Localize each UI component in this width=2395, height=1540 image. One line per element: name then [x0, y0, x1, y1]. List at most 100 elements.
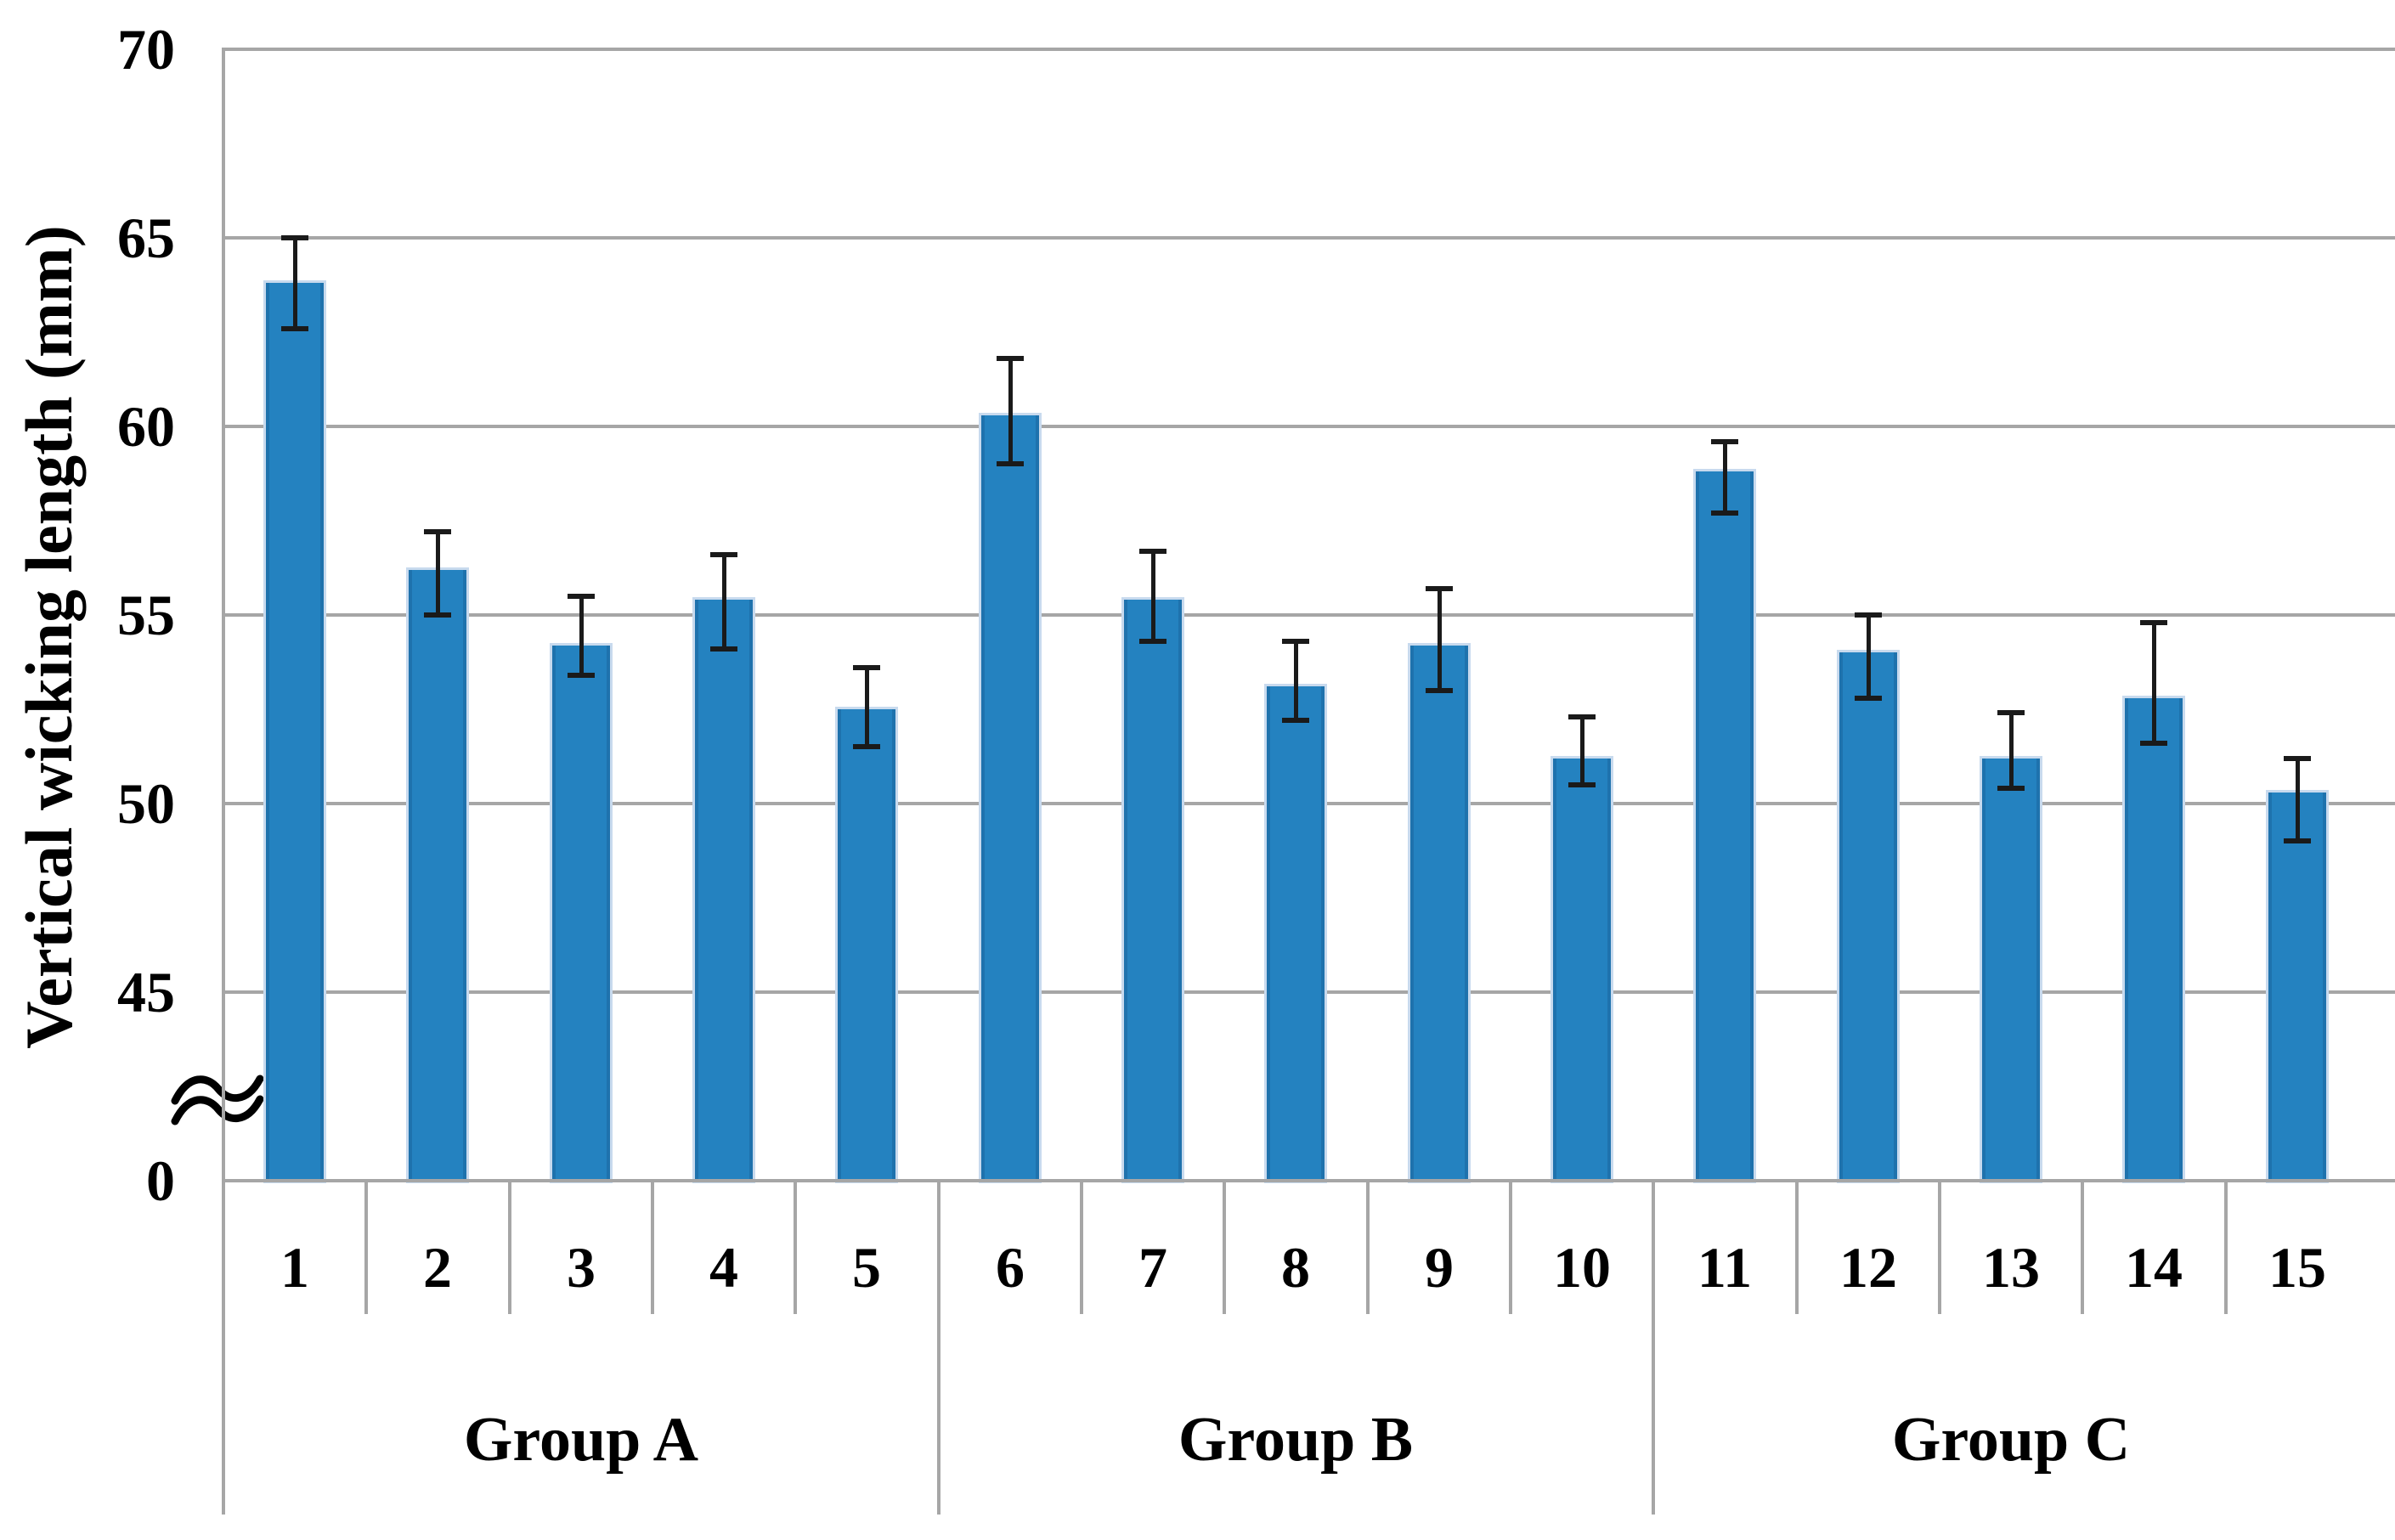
error-cap-top-8 [1282, 639, 1309, 644]
x-tick-label-8: 8 [1281, 1235, 1310, 1300]
bar-sample-7 [1124, 600, 1182, 1181]
bar-sample-6 [981, 415, 1039, 1181]
error-cap-bottom-15 [2284, 838, 2311, 843]
error-whisker-12 [1867, 615, 1871, 698]
error-cap-top-11 [1711, 439, 1738, 444]
category-separator-2 [508, 1181, 511, 1314]
x-tick-label-11: 11 [1697, 1235, 1753, 1300]
error-cap-bottom-3 [568, 673, 595, 678]
error-cap-top-1 [281, 235, 308, 240]
bar-sample-9 [1410, 646, 1468, 1181]
y-tick-label-60: 60 [117, 394, 175, 459]
bar-sample-10 [1553, 759, 1611, 1181]
error-cap-top-4 [710, 552, 737, 557]
group-separator-10 [1652, 1181, 1655, 1515]
error-whisker-3 [579, 596, 584, 675]
error-whisker-5 [865, 668, 869, 747]
error-cap-bottom-10 [1568, 782, 1596, 787]
y-axis-line [222, 48, 225, 1515]
x-tick-label-4: 4 [709, 1235, 738, 1300]
x-tick-label-15: 15 [2268, 1235, 2326, 1300]
error-whisker-4 [722, 555, 726, 649]
error-cap-top-9 [1426, 586, 1453, 591]
group-label-b: Group B [1178, 1405, 1414, 1475]
error-cap-bottom-7 [1139, 639, 1166, 644]
x-tick-label-5: 5 [852, 1235, 881, 1300]
bar-sample-5 [838, 709, 895, 1181]
error-whisker-10 [1580, 717, 1584, 785]
x-tick-label-7: 7 [1138, 1235, 1167, 1300]
category-separator-11 [1795, 1181, 1799, 1314]
error-cap-bottom-8 [1282, 718, 1309, 723]
error-whisker-6 [1008, 358, 1013, 464]
error-cap-top-2 [424, 529, 451, 534]
error-whisker-7 [1151, 551, 1155, 641]
x-tick-label-10: 10 [1553, 1235, 1611, 1300]
error-cap-bottom-13 [1997, 786, 2025, 791]
error-cap-top-5 [853, 665, 880, 670]
category-separator-13 [2081, 1181, 2084, 1314]
category-separator-9 [1509, 1181, 1512, 1314]
y-tick-label-50: 50 [117, 771, 175, 836]
error-whisker-9 [1438, 589, 1442, 691]
category-separator-14 [2224, 1181, 2228, 1314]
error-cap-bottom-2 [424, 612, 451, 618]
x-tick-label-14: 14 [2125, 1235, 2183, 1300]
x-axis-baseline [223, 1179, 2395, 1182]
error-cap-bottom-5 [853, 744, 880, 749]
category-separator-8 [1366, 1181, 1370, 1314]
error-cap-top-14 [2140, 620, 2167, 625]
error-cap-top-7 [1139, 549, 1166, 554]
y-tick-label-70: 70 [117, 17, 175, 82]
gridline-y-55 [223, 613, 2395, 617]
x-tick-label-3: 3 [567, 1235, 596, 1300]
error-whisker-11 [1723, 442, 1727, 513]
error-cap-bottom-14 [2140, 741, 2167, 746]
category-separator-3 [651, 1181, 654, 1314]
gridline-y-65 [223, 236, 2395, 240]
error-whisker-15 [2296, 759, 2300, 841]
error-whisker-2 [436, 532, 440, 615]
category-separator-12 [1938, 1181, 1941, 1314]
x-tick-label-1: 1 [280, 1235, 309, 1300]
bar-sample-15 [2268, 793, 2326, 1181]
error-cap-bottom-4 [710, 646, 737, 652]
x-tick-label-13: 13 [1982, 1235, 2040, 1300]
y-tick-label-0: 0 [146, 1148, 175, 1213]
bar-sample-4 [695, 600, 753, 1181]
error-cap-bottom-9 [1426, 688, 1453, 693]
bar-sample-14 [2125, 698, 2183, 1181]
bar-sample-8 [1267, 686, 1325, 1181]
category-separator-7 [1223, 1181, 1226, 1314]
category-separator-6 [1080, 1181, 1083, 1314]
y-tick-label-45: 45 [117, 960, 175, 1024]
y-tick-label-55: 55 [117, 583, 175, 647]
group-separator-5 [937, 1181, 940, 1515]
error-cap-bottom-1 [281, 326, 308, 331]
x-tick-label-12: 12 [1839, 1235, 1897, 1300]
gridline-y-60 [223, 425, 2395, 428]
group-label-c: Group C [1891, 1405, 2131, 1475]
error-cap-top-3 [568, 594, 595, 599]
bar-sample-2 [409, 570, 466, 1181]
category-separator-4 [794, 1181, 797, 1314]
gridline-y-70 [223, 48, 2395, 51]
bar-sample-1 [266, 283, 324, 1181]
bar-sample-3 [552, 646, 610, 1181]
error-cap-top-6 [997, 356, 1024, 361]
error-cap-top-15 [2284, 756, 2311, 761]
bar-sample-11 [1696, 471, 1754, 1181]
error-whisker-1 [293, 238, 297, 329]
x-tick-label-6: 6 [996, 1235, 1025, 1300]
bar-sample-12 [1839, 652, 1897, 1181]
group-label-a: Group A [463, 1405, 699, 1475]
error-cap-bottom-6 [997, 461, 1024, 466]
error-cap-top-12 [1855, 612, 1882, 618]
error-cap-bottom-11 [1711, 511, 1738, 516]
error-cap-top-10 [1568, 714, 1596, 719]
category-separator-1 [364, 1181, 368, 1314]
x-tick-label-9: 9 [1425, 1235, 1454, 1300]
axis-break-icon [171, 1075, 264, 1125]
error-whisker-13 [2009, 713, 2014, 788]
